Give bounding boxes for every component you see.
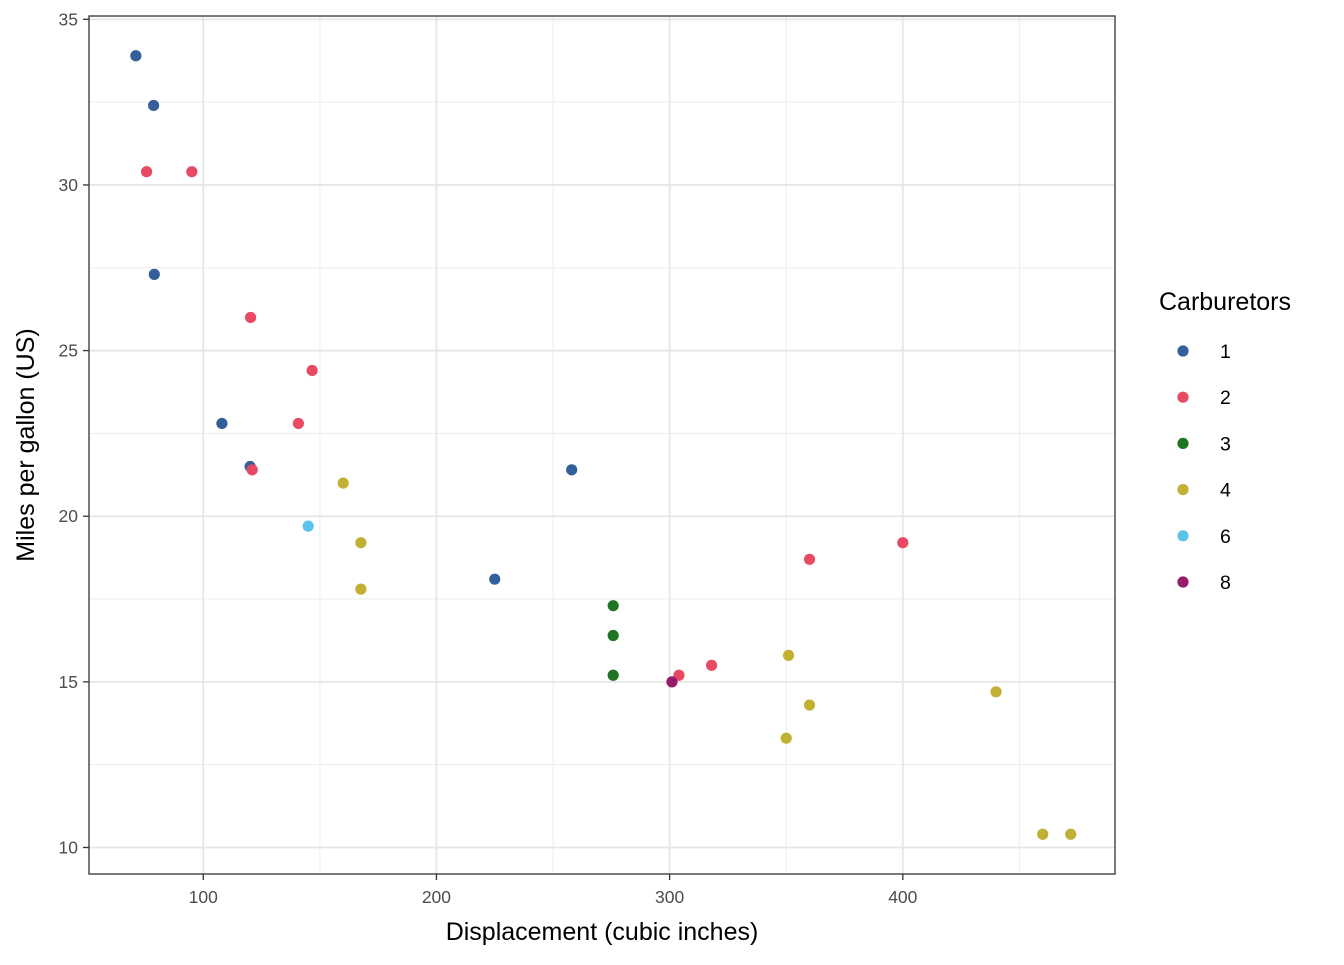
legend-label-3: 3 [1220, 433, 1231, 455]
data-point-carb-4 [803, 699, 816, 711]
data-point-carb-1 [489, 573, 501, 585]
data-point-carb-1 [566, 464, 578, 476]
y-tick-label: 25 [59, 341, 78, 361]
data-point-carb-4 [1065, 828, 1077, 840]
data-point-carb-1 [216, 417, 228, 430]
y-tick-label: 20 [59, 506, 79, 526]
major-gridlines [89, 16, 1115, 874]
data-point-carb-2 [244, 311, 257, 324]
data-points [130, 50, 1077, 840]
data-point-carb-4 [780, 732, 792, 744]
y-axis: 10 15 20 25 30 35 [59, 9, 89, 857]
data-point-carb-1 [130, 50, 142, 62]
y-tick-label: 30 [59, 175, 79, 195]
legend-key-1 [1177, 345, 1189, 357]
data-point-carb-4 [990, 686, 1002, 698]
x-tick-label: 300 [655, 887, 684, 907]
data-point-carb-2 [897, 537, 909, 549]
legend-label-2: 2 [1220, 387, 1231, 409]
x-tick-label: 400 [888, 887, 917, 907]
data-point-carb-3 [607, 600, 619, 612]
y-tick-label: 35 [59, 9, 78, 29]
y-tick-label: 10 [59, 837, 79, 857]
legend-label-4: 4 [1220, 480, 1231, 502]
data-point-carb-2 [186, 166, 198, 178]
legend-key-4 [1177, 484, 1189, 496]
data-point-carb-4 [1037, 828, 1049, 840]
data-point-carb-4 [782, 649, 795, 661]
data-point-carb-2 [803, 553, 816, 565]
data-point-carb-2 [292, 417, 304, 430]
y-tick-label: 15 [59, 672, 78, 692]
data-point-carb-2 [140, 166, 153, 178]
data-point-carb-6 [302, 520, 314, 532]
data-point-carb-3 [607, 669, 619, 681]
legend-label-6: 6 [1220, 526, 1231, 548]
x-tick-label: 200 [422, 887, 451, 907]
x-axis-title: Displacement (cubic inches) [446, 918, 759, 946]
legend-key-6 [1177, 530, 1189, 542]
legend-label-8: 8 [1220, 572, 1231, 594]
legend-key-2 [1177, 391, 1189, 403]
x-axis: 100 200 300 400 [189, 874, 918, 907]
y-axis-title: Miles per gallon (US) [12, 328, 40, 561]
legend-label-1: 1 [1220, 341, 1231, 363]
data-point-carb-4 [355, 583, 367, 595]
legend-key-3 [1177, 437, 1189, 449]
legend-key-8 [1177, 576, 1189, 588]
legend-title: Carburetors [1159, 288, 1291, 316]
data-point-carb-1 [147, 99, 160, 112]
minor-gridlines [89, 16, 1115, 874]
data-point-carb-4 [337, 477, 349, 489]
data-point-carb-4 [355, 537, 367, 549]
data-point-carb-8 [666, 676, 678, 688]
legend: Carburetors 1 2 3 4 6 8 [1159, 288, 1291, 594]
data-point-carb-2 [705, 659, 718, 671]
data-point-carb-3 [607, 629, 619, 642]
data-point-carb-2 [306, 364, 318, 377]
data-point-carb-1 [148, 268, 160, 280]
data-point-carb-2 [246, 464, 258, 476]
x-tick-label: 100 [189, 887, 218, 907]
data-point-carb-2 [673, 669, 685, 681]
plot-panel-border [88, 15, 1116, 875]
